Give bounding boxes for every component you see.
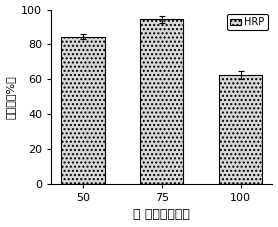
Bar	[140, 19, 183, 184]
X-axis label: 浓 度（毫摩尔）: 浓 度（毫摩尔）	[133, 208, 190, 222]
Y-axis label: 回收率（%）: 回收率（%）	[6, 75, 16, 118]
Bar	[219, 75, 262, 184]
Bar	[61, 37, 105, 184]
Legend: HRP: HRP	[227, 15, 268, 30]
